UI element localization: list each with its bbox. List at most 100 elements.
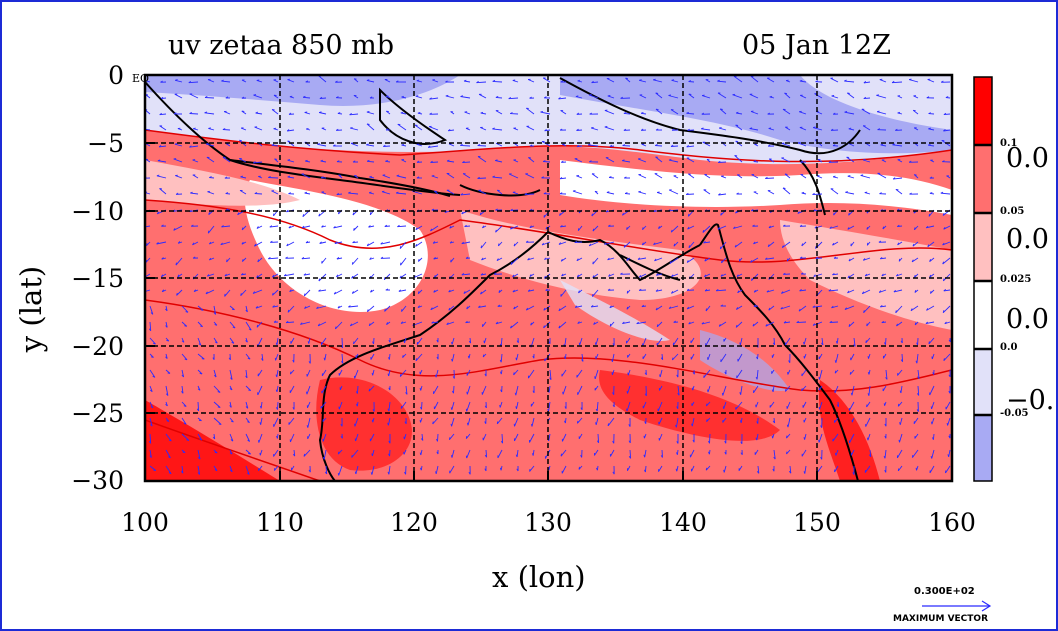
lesser-sunda-islands <box>229 159 451 197</box>
wind-vector-head <box>384 308 386 312</box>
wind-vector <box>508 173 519 179</box>
wind-vector <box>720 353 727 363</box>
wind-vector-head <box>623 244 626 248</box>
wind-vector <box>387 417 391 426</box>
wind-vector <box>333 225 343 229</box>
wind-vector-head <box>653 209 656 212</box>
wind-vector-head <box>622 159 625 162</box>
wind-vector-head <box>161 289 165 292</box>
wind-vector-head <box>848 212 850 216</box>
wind-vector-head <box>525 307 529 311</box>
wind-vector <box>735 124 743 131</box>
wind-vector-head <box>336 96 339 99</box>
wind-vector-head <box>640 128 644 131</box>
wind-vector-head <box>800 272 804 275</box>
wind-vector <box>863 97 871 100</box>
wind-vector-head <box>724 440 727 444</box>
wind-vector <box>677 385 680 396</box>
wind-vector <box>592 225 599 232</box>
wind-vector-head <box>705 403 708 407</box>
wind-vector <box>495 160 503 163</box>
wind-vector-head <box>468 340 471 344</box>
wind-vector <box>451 353 455 362</box>
wind-vector-head <box>173 228 176 231</box>
wind-vector <box>149 385 153 392</box>
contour-line-1 <box>145 129 952 163</box>
wind-vector-head <box>399 246 402 249</box>
wind-vector <box>848 257 855 262</box>
wind-vector-head <box>717 160 721 163</box>
wind-vector-head <box>671 357 674 361</box>
axis-ticks <box>144 74 953 482</box>
wind-vector-head <box>292 407 295 410</box>
wind-vector <box>917 385 920 396</box>
wind-vector-head <box>942 261 945 265</box>
wind-vector-head <box>341 360 344 364</box>
wind-vector-head <box>560 225 563 228</box>
wind-vector <box>844 80 855 83</box>
wind-vector-head <box>801 191 805 194</box>
wind-vector <box>885 337 887 345</box>
wind-vector <box>931 449 935 459</box>
wind-vector <box>316 305 327 309</box>
wind-vector-head <box>181 391 184 394</box>
wind-vector <box>901 353 904 362</box>
wind-vector-head <box>513 243 516 247</box>
wind-vector-head <box>821 342 824 346</box>
wind-vector <box>352 289 359 294</box>
wind-vector-head <box>643 454 646 458</box>
wind-vector <box>229 433 234 442</box>
colorbar-swatch-1 <box>974 77 992 145</box>
wind-vector-head <box>209 176 212 178</box>
wind-vector <box>739 337 743 346</box>
wind-vector-head <box>510 262 513 265</box>
wind-vector-head <box>660 455 663 458</box>
wind-vector <box>591 305 599 308</box>
wind-vector-head <box>910 308 913 311</box>
colorbar-swatch-2 <box>974 145 992 213</box>
wind-vector <box>287 129 295 132</box>
wind-vector-head <box>462 160 465 163</box>
wind-vector-head <box>687 128 690 131</box>
wind-vector <box>396 192 407 195</box>
wind-vector-head <box>815 245 817 249</box>
wind-vector <box>688 321 695 325</box>
wind-vector-head <box>739 420 742 423</box>
wind-vector-head <box>463 291 466 294</box>
wind-vector-head <box>608 176 612 178</box>
wind-vector <box>260 417 263 425</box>
wind-vector <box>197 449 201 460</box>
wind-vector-head <box>771 435 774 439</box>
wind-vector-head <box>387 373 390 377</box>
wind-vector-head <box>628 424 631 427</box>
wind-vector-head <box>208 212 210 215</box>
wind-vector-head <box>230 377 233 380</box>
wind-vector <box>222 156 231 163</box>
wind-vector <box>238 158 247 163</box>
wind-vector <box>366 79 375 83</box>
wind-vector-head <box>891 80 895 84</box>
wind-vector <box>607 95 615 99</box>
wind-vector-head <box>340 435 343 439</box>
wind-vector-head <box>549 377 552 380</box>
wind-vector <box>271 144 279 147</box>
wind-vector-head <box>205 291 208 295</box>
wind-vector <box>213 401 221 408</box>
colorbar-label-0.0: 0.0 <box>1000 342 1018 353</box>
wind-vector-head <box>531 453 534 456</box>
wind-vector-head <box>468 471 471 475</box>
wind-vector-head <box>914 290 917 293</box>
wind-vector-head <box>671 291 674 294</box>
wind-vector-head <box>781 291 784 294</box>
wind-vector <box>912 109 919 115</box>
wind-vector <box>303 449 311 457</box>
wind-vector <box>734 241 743 248</box>
wind-vector-head <box>723 469 725 473</box>
wind-vector-head <box>803 341 805 345</box>
wind-vector-head <box>882 226 885 230</box>
wind-vector-head <box>863 96 867 99</box>
wind-vector-head <box>188 81 192 84</box>
wind-vector <box>401 305 407 312</box>
wind-vector-head <box>200 309 204 311</box>
